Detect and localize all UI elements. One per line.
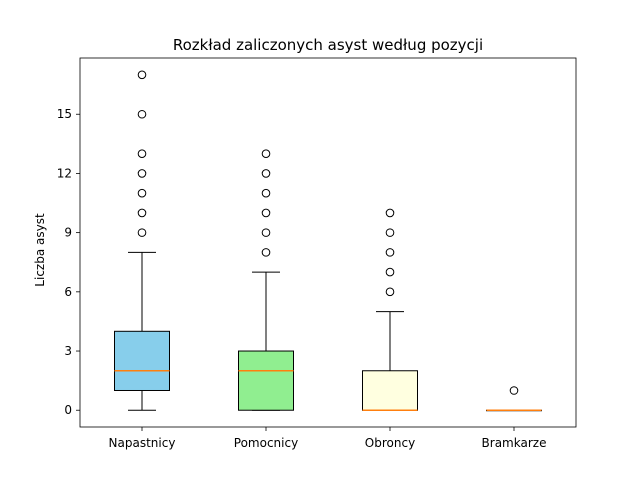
- outlier-point: [509, 386, 519, 395]
- outlier-point: [385, 228, 395, 237]
- outlier-point: [137, 149, 147, 159]
- box-obroncy: [362, 370, 418, 411]
- y-tick-label: 15: [57, 107, 72, 121]
- outlier-point: [261, 188, 271, 198]
- x-tick-label: Obroncy: [365, 436, 415, 450]
- x-tick-label: Pomocnicy: [234, 436, 298, 450]
- y-tick-label: 9: [64, 226, 72, 240]
- outlier-point: [261, 208, 271, 218]
- box-pomocnicy: [238, 350, 294, 411]
- y-tick-label: 12: [57, 166, 72, 180]
- outlier-point: [137, 188, 147, 198]
- chart-title: Rozkład zaliczonych asyst według pozycji: [173, 36, 483, 54]
- outlier-point: [261, 149, 271, 159]
- outlier-point: [137, 70, 147, 80]
- outlier-point: [137, 228, 147, 237]
- outlier-point: [261, 248, 271, 257]
- y-tick-label: 0: [64, 403, 72, 417]
- outlier-point: [385, 267, 395, 277]
- y-axis-label: Liczba asyst: [33, 213, 47, 287]
- outlier-point: [261, 169, 271, 178]
- outlier-point: [385, 248, 395, 257]
- outlier-point: [385, 208, 395, 218]
- y-tick-label: 3: [64, 344, 72, 358]
- outlier-point: [137, 109, 147, 119]
- outlier-point: [261, 228, 271, 237]
- outlier-point: [137, 169, 147, 178]
- x-tick-label: Bramkarze: [482, 436, 547, 450]
- box-napastnicy: [114, 330, 170, 391]
- plot-area: 0 3 6 9 12 15 Napastnicy Pomocnicy Obroncy Bramka…: [57, 57, 577, 450]
- outlier-point: [385, 287, 395, 297]
- outlier-point: [137, 208, 147, 218]
- x-tick-label: Napastnicy: [109, 436, 176, 450]
- axes-frame: [79, 57, 577, 428]
- y-tick-label: 6: [64, 285, 72, 299]
